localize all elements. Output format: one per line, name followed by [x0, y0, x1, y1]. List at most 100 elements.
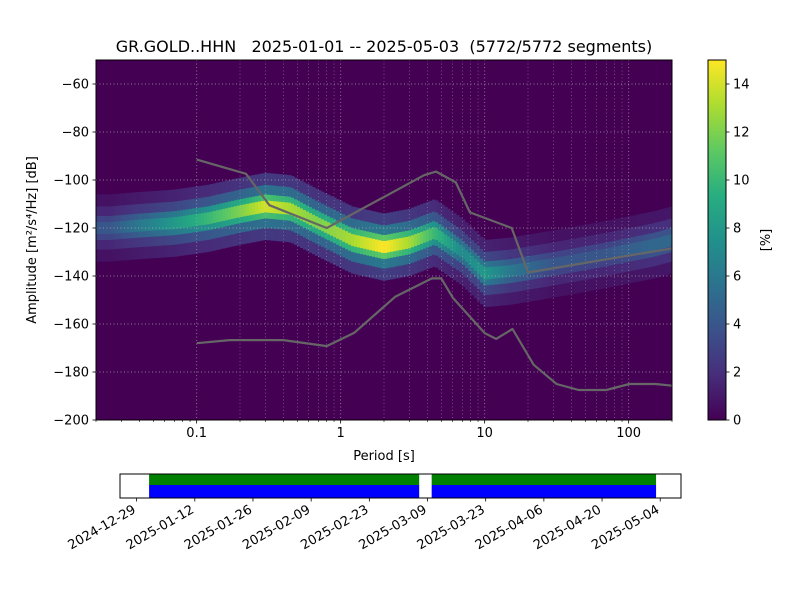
density-cell	[195, 214, 199, 227]
density-cell	[315, 216, 319, 229]
density-cell	[654, 238, 658, 251]
density-cell	[246, 203, 250, 216]
density-cell	[639, 241, 643, 254]
density-cell	[120, 221, 124, 234]
density-cell	[483, 267, 487, 280]
y-axis-label: Amplitude [m²/s⁴/Hz] [dB]	[25, 156, 40, 324]
density-cell	[411, 235, 415, 248]
density-cell	[237, 205, 241, 218]
density-cell	[651, 239, 655, 252]
density-cell	[117, 221, 121, 234]
density-cell	[660, 236, 664, 249]
noise-model-lines	[196, 158, 672, 392]
density-cell	[648, 239, 652, 252]
density-cell	[507, 265, 511, 278]
density-cell	[414, 234, 418, 247]
density-cell	[396, 238, 400, 251]
x-tick-label: 0.1	[186, 426, 207, 441]
density-cell	[387, 240, 391, 253]
x-tick-label: 1	[337, 426, 345, 441]
density-cell	[633, 242, 637, 255]
density-cell	[267, 200, 271, 213]
density-cell	[348, 232, 352, 245]
density-cell	[111, 221, 115, 234]
density-cell	[162, 217, 166, 230]
timeline-bar-upper	[149, 474, 420, 485]
density-cell	[213, 210, 217, 223]
density-cell	[288, 202, 292, 215]
density-cell	[180, 216, 184, 229]
density-cell	[474, 258, 478, 271]
colorbar	[707, 59, 727, 421]
density-cell	[420, 231, 424, 244]
density-cell	[447, 236, 451, 249]
density-cell	[177, 216, 181, 229]
density-cell	[363, 236, 367, 249]
density-cell	[432, 227, 436, 240]
density-cell	[123, 220, 127, 233]
density-cell	[231, 206, 235, 219]
timeline-bars	[149, 474, 657, 498]
y-tick-label: −180	[53, 366, 89, 381]
density-cell	[234, 206, 238, 219]
density-cell	[192, 214, 196, 227]
density-cell	[528, 261, 532, 274]
density-cell	[546, 258, 550, 271]
density-cell	[621, 245, 625, 258]
density-cell	[372, 238, 376, 251]
density-cell	[216, 210, 220, 223]
density-cell	[228, 207, 232, 220]
density-cell	[147, 218, 151, 231]
density-cell	[573, 254, 577, 267]
density-cell	[510, 264, 514, 277]
density-cell	[141, 219, 145, 232]
density-cell	[462, 247, 466, 260]
density-cell	[471, 255, 475, 268]
density-cell	[108, 222, 112, 234]
density-cell	[480, 264, 484, 277]
density-cell	[189, 214, 193, 227]
density-cell	[279, 201, 283, 214]
density-cell	[468, 252, 472, 265]
density-cell	[579, 253, 583, 266]
density-cell	[186, 215, 190, 228]
density-cell	[336, 226, 340, 239]
y-tick-label: −80	[62, 126, 89, 141]
density-cell	[405, 236, 409, 249]
density-cell	[426, 229, 430, 242]
density-cell	[165, 217, 169, 230]
density-cell	[375, 239, 379, 252]
density-band	[96, 172, 672, 308]
density-cell	[588, 251, 592, 264]
density-cell	[519, 263, 523, 276]
density-cell	[219, 209, 223, 222]
density-cell	[390, 239, 394, 252]
density-cell	[300, 208, 304, 221]
y-tick-label: −60	[62, 78, 89, 93]
density-cell	[207, 212, 211, 225]
density-cell	[552, 257, 556, 270]
density-cell	[555, 257, 559, 270]
density-cell	[330, 223, 334, 236]
density-cell	[630, 243, 634, 256]
density-cell	[669, 234, 672, 247]
density-cell	[222, 208, 226, 221]
density-cell	[354, 234, 358, 247]
density-cell	[204, 212, 208, 225]
density-cell	[399, 238, 403, 251]
density-cell	[339, 228, 343, 241]
density-cell	[537, 260, 541, 273]
density-cell	[402, 237, 406, 250]
density-cell	[561, 256, 565, 269]
density-cell	[294, 205, 298, 218]
density-cell	[543, 259, 547, 272]
density-cell	[135, 219, 139, 232]
density-cell	[138, 219, 142, 232]
density-cell	[249, 203, 253, 216]
density-cell	[264, 200, 268, 213]
density-cell	[153, 218, 157, 231]
density-cell	[597, 249, 601, 262]
density-cell	[456, 242, 460, 255]
density-cell	[129, 220, 133, 233]
